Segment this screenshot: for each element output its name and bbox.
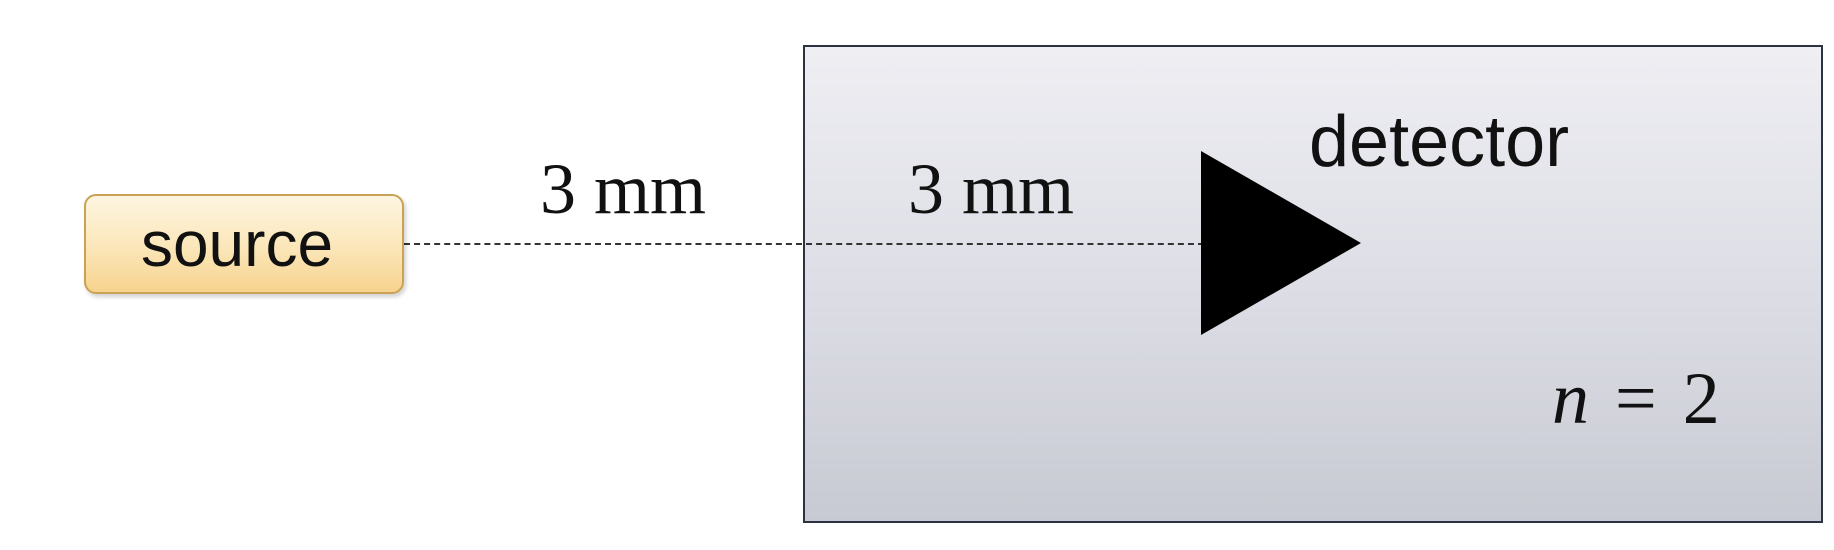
refractive-index-label: n = 2 xyxy=(1552,362,1720,436)
medium-region xyxy=(803,45,1823,523)
source-box: source xyxy=(84,194,404,294)
refractive-index-value: 2 xyxy=(1682,358,1720,440)
distance-label-inside: 3 mm xyxy=(908,149,1075,229)
detector-triangle-shape xyxy=(1201,151,1361,335)
refractive-index-operator: = xyxy=(1615,358,1657,440)
refractive-index-symbol: n xyxy=(1552,358,1589,440)
source-label: source xyxy=(140,208,334,280)
detector-label: detector xyxy=(1309,102,1570,182)
detector-triangle-icon xyxy=(1201,151,1361,335)
beam-path-line xyxy=(404,243,1204,245)
distance-label-outside: 3 mm xyxy=(540,149,707,229)
